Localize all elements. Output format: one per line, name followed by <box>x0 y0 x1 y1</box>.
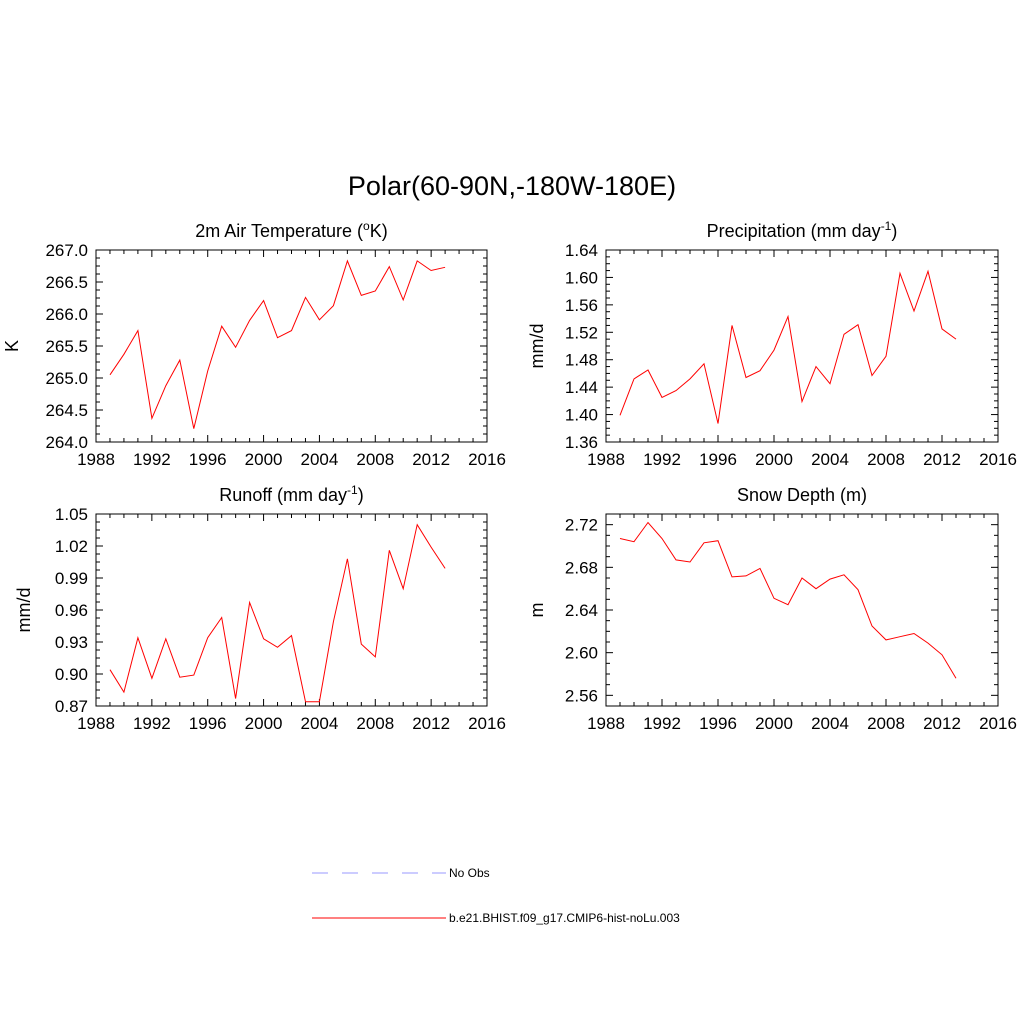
y-tick-label: 0.99 <box>55 569 88 588</box>
x-tick-label: 2004 <box>811 714 849 733</box>
series-line-1 <box>619 521 957 679</box>
legend-label: No Obs <box>449 866 490 880</box>
panel-title-superscript: -1 <box>881 219 892 233</box>
legend: No Obs b.e21.BHIST.f09_g17.CMIP6-hist-noL… <box>312 866 680 925</box>
x-tick-label: 1992 <box>643 714 681 733</box>
panel-title-main: Snow Depth (m) <box>737 485 867 505</box>
x-tick-label: 1996 <box>699 714 737 733</box>
x-tick-label: 2012 <box>412 714 450 733</box>
x-tick-label: 1988 <box>587 714 625 733</box>
y-tick-label: 0.96 <box>55 601 88 620</box>
plot-frame <box>605 249 999 443</box>
y-tick-label: 0.90 <box>55 665 88 684</box>
panels-group: 2m Air Temperature (oK)1988 1992 1996 2000 2… <box>2 219 1017 733</box>
series-line-1 <box>109 259 446 429</box>
y-tick-label: 1.60 <box>565 268 598 287</box>
x-tick-label: 2012 <box>923 450 961 469</box>
x-tick-label: 2016 <box>468 714 506 733</box>
y-tick-label: 264.5 <box>45 401 88 420</box>
x-tick-label: 1992 <box>643 450 681 469</box>
panel-2: Precipitation (mm day-1) 1988 1992 1996 2000… <box>527 219 1017 469</box>
x-tick-label: 2016 <box>468 450 506 469</box>
plot-frame <box>95 249 488 443</box>
y-tick-label: 2.68 <box>565 558 598 577</box>
y-tick-label: 1.40 <box>565 406 598 425</box>
panel-title-suffix: ) <box>358 485 364 505</box>
x-tick-label: 1996 <box>189 450 227 469</box>
y-tick-label: 265.0 <box>45 369 88 388</box>
panel-3: Runoff (mm day-1) 1988 1992 1996 2000 2004 200… <box>14 483 506 733</box>
x-tick-label: 2000 <box>755 450 793 469</box>
y-tick-label: 265.5 <box>45 337 88 356</box>
y-tick-label: 2.56 <box>565 686 598 705</box>
panel-title-main: Precipitation (mm day <box>707 221 881 241</box>
x-tick-label: 1996 <box>189 714 227 733</box>
panel-1: 2m Air Temperature (oK) 1988 1992 1996 2000 2… <box>2 219 506 469</box>
x-tick-label: 2008 <box>867 450 905 469</box>
x-tick-label: 1988 <box>77 714 115 733</box>
y-tick-label: 1.05 <box>55 505 88 524</box>
y-tick-label: 0.93 <box>55 633 88 652</box>
main-title: Polar(60-90N,-180W-180E) <box>348 171 676 201</box>
x-tick-label: 1996 <box>699 450 737 469</box>
panel-title-suffix: K) <box>370 221 388 241</box>
panel-title-suffix: ) <box>891 221 897 241</box>
x-tick-label: 2016 <box>979 714 1017 733</box>
y-axis-label: mm/d <box>14 588 34 633</box>
x-tick-label: 2012 <box>412 450 450 469</box>
panel-4: Snow Depth (m) 1988 1992 1996 2000 2004 2008 20… <box>527 485 1017 733</box>
y-tick-label: 2.64 <box>565 601 598 620</box>
y-tick-label: 2.60 <box>565 644 598 663</box>
y-tick-label: 264.0 <box>45 433 88 452</box>
x-tick-label: 2004 <box>301 450 339 469</box>
legend-item-2: b.e21.BHIST.f09_g17.CMIP6-hist-noLu.003 <box>312 911 680 925</box>
panel-title: Runoff (mm day-1) <box>219 483 363 505</box>
panel-title: Precipitation (mm day-1) <box>707 219 898 241</box>
x-tick-label: 1992 <box>133 714 171 733</box>
y-tick-label: 2.72 <box>565 516 598 535</box>
legend-item-1: No Obs <box>312 866 490 880</box>
legend-label: b.e21.BHIST.f09_g17.CMIP6-hist-noLu.003 <box>449 911 680 925</box>
x-tick-label: 2016 <box>979 450 1017 469</box>
x-tick-label: 1992 <box>133 450 171 469</box>
x-tick-label: 1988 <box>587 450 625 469</box>
y-tick-label: 266.5 <box>45 273 88 292</box>
x-tick-label: 2004 <box>811 450 849 469</box>
y-tick-label: 267.0 <box>45 241 88 260</box>
y-tick-label: 266.0 <box>45 305 88 324</box>
x-tick-label: 2000 <box>245 714 283 733</box>
y-tick-label: 1.44 <box>565 378 598 397</box>
x-tick-label: 1988 <box>77 450 115 469</box>
y-tick-label: 1.56 <box>565 296 598 315</box>
y-tick-label: 1.02 <box>55 537 88 556</box>
panel-title-main: Runoff (mm day <box>219 485 347 505</box>
x-tick-label: 2008 <box>867 714 905 733</box>
x-tick-label: 2004 <box>301 714 339 733</box>
series-line-1 <box>619 269 957 424</box>
panel-title-superscript: o <box>363 219 370 233</box>
y-tick-label: 1.52 <box>565 323 598 342</box>
x-tick-label: 2000 <box>755 714 793 733</box>
panel-title: 2m Air Temperature (oK) <box>195 219 387 241</box>
series-line-1 <box>109 523 446 703</box>
y-axis-label: m <box>527 603 547 618</box>
panel-title-main: 2m Air Temperature ( <box>195 221 363 241</box>
panel-title-superscript: -1 <box>347 483 358 497</box>
panel-title: Snow Depth (m) <box>737 485 867 505</box>
y-tick-label: 1.36 <box>565 433 598 452</box>
y-tick-label: 1.48 <box>565 351 598 370</box>
y-tick-label: 0.87 <box>55 697 88 716</box>
x-tick-label: 2000 <box>245 450 283 469</box>
x-tick-label: 2008 <box>356 450 394 469</box>
y-axis-label: K <box>2 340 22 352</box>
y-tick-label: 1.64 <box>565 241 598 260</box>
x-tick-label: 2012 <box>923 714 961 733</box>
x-tick-label: 2008 <box>356 714 394 733</box>
y-axis-label: mm/d <box>527 324 547 369</box>
